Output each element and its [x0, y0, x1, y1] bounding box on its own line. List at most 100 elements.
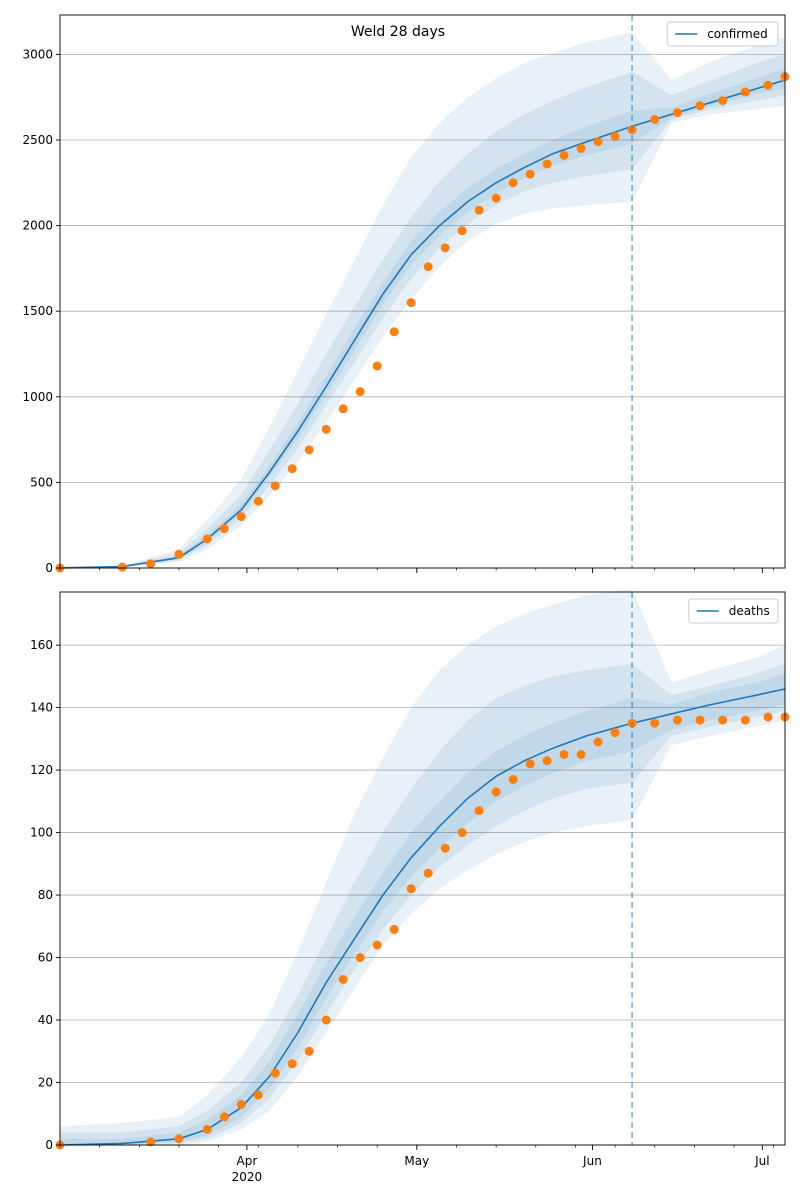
y-tick-label: 80 [38, 888, 53, 902]
observed-point [559, 150, 569, 160]
observed-point [763, 80, 773, 90]
observed-point [576, 749, 586, 759]
axes-frame [59, 591, 786, 1146]
observed-point [763, 712, 773, 722]
observed-point [423, 262, 433, 272]
observed-point [202, 534, 212, 544]
observed-point [672, 715, 682, 725]
legend: deaths [688, 598, 779, 624]
observed-point [525, 759, 535, 769]
y-tick-label: 1500 [22, 304, 53, 318]
confidence-band-3 [60, 68, 785, 568]
observed-point [270, 481, 280, 491]
observed-point [338, 974, 348, 984]
observed-point [372, 940, 382, 950]
y-tick-label: 60 [38, 951, 53, 965]
y-tick-label: 3000 [22, 47, 53, 61]
x-tick-sublabel: 2020 [232, 1170, 263, 1184]
y-tick-label: 140 [30, 701, 53, 715]
observed-point [491, 193, 501, 203]
observed-point [372, 361, 382, 371]
legend: confirmed [666, 21, 779, 47]
observed-point [355, 953, 365, 963]
y-tick-label: 100 [30, 826, 53, 840]
observed-point [389, 327, 399, 337]
observed-point [491, 787, 501, 797]
y-tick-label: 0 [45, 561, 53, 575]
observed-point [253, 1090, 263, 1100]
chart-panel-1: 0 500 1000 1500 2000 2500 3000 Weld 28 days conf… [22, 14, 790, 575]
x-tick-label: May [404, 1154, 429, 1168]
y-tick-label: 120 [30, 763, 53, 777]
y-tick-label: 20 [38, 1076, 53, 1090]
observed-point [287, 1059, 297, 1069]
observed-point [338, 404, 348, 414]
y-tick-label: 40 [38, 1013, 53, 1027]
legend-label: confirmed [707, 27, 768, 41]
legend-box [688, 598, 779, 624]
x-tick-label: Apr [237, 1154, 258, 1168]
observed-point [389, 924, 399, 934]
observed-point [304, 1046, 314, 1056]
observed-point [508, 774, 518, 784]
observed-point [718, 715, 728, 725]
observed-point [650, 718, 660, 728]
legend-label: deaths [729, 604, 770, 618]
y-tick-label: 500 [30, 475, 53, 489]
x-tick-label: Jun [582, 1154, 602, 1168]
observed-point [650, 114, 660, 124]
y-tick-label: 2500 [22, 133, 53, 147]
confidence-band-1 [60, 32, 785, 569]
observed-point [474, 205, 484, 215]
observed-point [146, 1137, 156, 1147]
observed-point [270, 1068, 280, 1078]
observed-point [740, 87, 750, 97]
observed-point [576, 144, 586, 154]
observed-point [508, 178, 518, 188]
y-tick-label: 0 [45, 1138, 53, 1152]
observed-point [219, 1112, 229, 1122]
observed-point [202, 1124, 212, 1134]
observed-point [593, 137, 603, 147]
observed-point [287, 464, 297, 474]
x-tick-label: Jul [754, 1154, 769, 1168]
observed-point [174, 1134, 184, 1144]
observed-point [457, 828, 467, 838]
observed-point [440, 843, 450, 853]
axes-frame [59, 14, 786, 569]
observed-point [117, 562, 127, 572]
observed-point [236, 512, 246, 522]
observed-point [474, 806, 484, 816]
observed-point [695, 715, 705, 725]
observed-point [593, 737, 603, 747]
legend-box [666, 21, 779, 47]
observed-point [321, 424, 331, 434]
observed-point [406, 298, 416, 308]
observed-point [321, 1015, 331, 1025]
observed-point [406, 884, 416, 894]
y-tick-label: 1000 [22, 390, 53, 404]
observed-point [219, 524, 229, 534]
observed-point [672, 108, 682, 118]
observed-point [525, 169, 535, 179]
observed-point [610, 132, 620, 142]
observed-point [146, 559, 156, 569]
observed-point [740, 715, 750, 725]
confidence-band-1 [60, 588, 785, 1145]
observed-point [542, 756, 552, 766]
observed-point [440, 243, 450, 253]
chart-panel-2: 0 20 40 60 80 100 120 140 160 Apr 2020 May Jun Jul dea… [30, 588, 790, 1184]
y-tick-label: 2000 [22, 219, 53, 233]
observed-point [355, 387, 365, 397]
observed-point [423, 868, 433, 878]
confidence-band-2 [60, 663, 785, 1145]
observed-point [559, 749, 569, 759]
observed-point [695, 101, 705, 111]
observed-point [304, 445, 314, 455]
observed-point [610, 728, 620, 738]
observed-point [253, 496, 263, 506]
y-tick-label: 160 [30, 638, 53, 652]
observed-point [174, 549, 184, 559]
observed-point [542, 159, 552, 169]
